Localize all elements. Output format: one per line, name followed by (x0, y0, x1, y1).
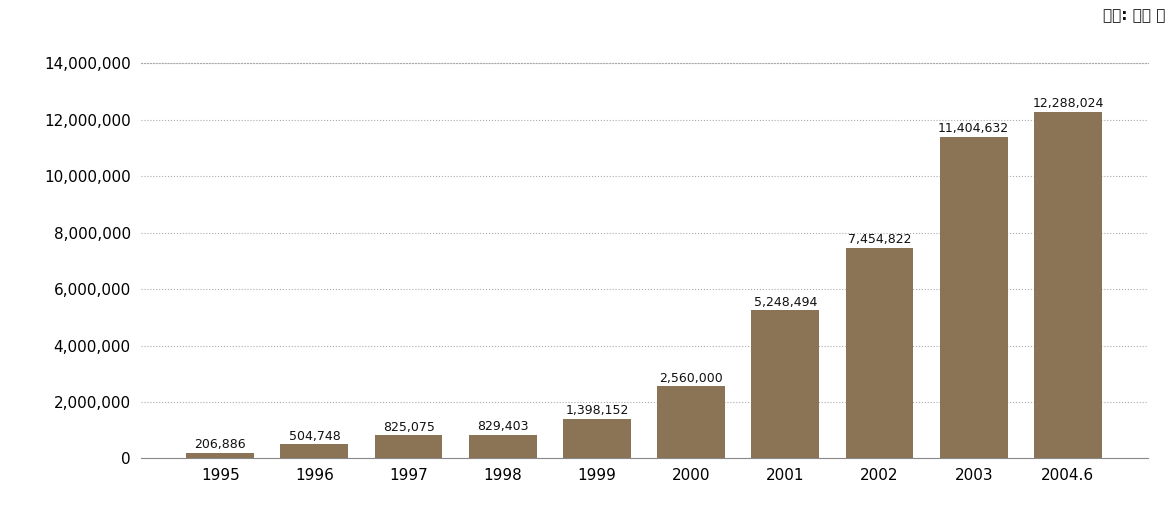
Bar (563, 419, 631, 458)
Bar (845, 248, 913, 458)
Text: 206,886: 206,886 (194, 438, 246, 451)
Text: 504,748: 504,748 (288, 430, 341, 443)
Text: 12,288,024: 12,288,024 (1032, 97, 1103, 110)
Text: 단위: 가구 수: 단위: 가구 수 (1103, 8, 1165, 23)
Bar (657, 386, 725, 458)
Bar (281, 444, 348, 458)
Bar (468, 435, 536, 458)
Text: 1,398,152: 1,398,152 (566, 404, 629, 417)
Text: 5,248,494: 5,248,494 (754, 296, 817, 309)
Bar (186, 453, 254, 458)
Text: 7,454,822: 7,454,822 (848, 233, 911, 246)
Text: 11,404,632: 11,404,632 (938, 122, 1009, 135)
Text: 2,560,000: 2,560,000 (659, 372, 723, 385)
Text: 825,075: 825,075 (383, 421, 434, 434)
Bar (1034, 112, 1102, 458)
Bar (375, 435, 443, 458)
Bar (940, 136, 1007, 458)
Bar (752, 310, 820, 458)
Text: 829,403: 829,403 (477, 421, 528, 433)
